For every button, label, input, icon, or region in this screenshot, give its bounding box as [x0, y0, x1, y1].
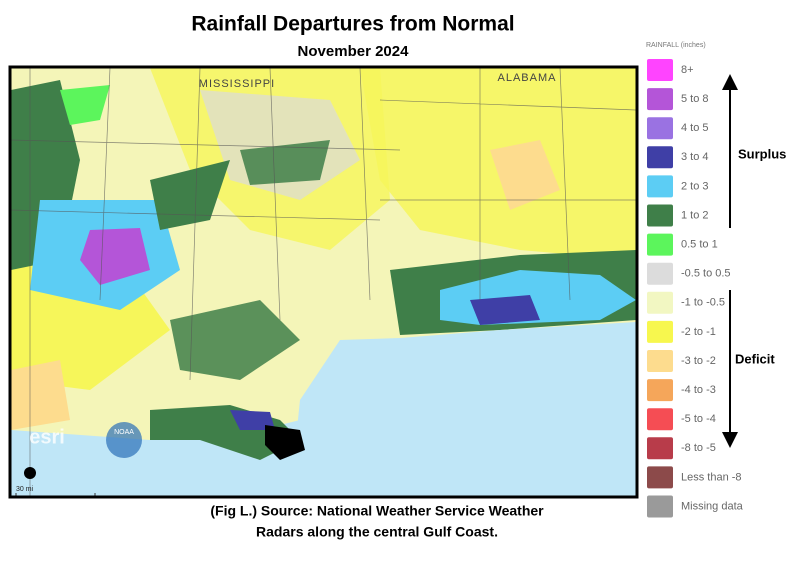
legend-swatch	[647, 350, 673, 372]
legend-swatch	[647, 466, 673, 489]
state-label: MISSISSIPPI	[199, 78, 275, 90]
legend-swatch	[647, 262, 673, 285]
caption: Radars along the central Gulf Coast.	[256, 524, 498, 540]
legend-swatch	[647, 233, 673, 256]
legend-label: 8+	[681, 64, 694, 76]
legend-label: 3 to 4	[681, 151, 709, 163]
map-frame	[8, 65, 639, 499]
map: MISSISSIPPI ALABAMA esri NOAA 30 mi	[11, 68, 636, 496]
info-icon	[24, 467, 36, 479]
legend-title: RAINFALL (inches)	[646, 42, 706, 49]
logo: NOAA	[114, 429, 134, 436]
legend-swatch	[647, 291, 673, 314]
legend-label: 5 to 8	[681, 93, 709, 105]
state-label: ALABAMA	[498, 72, 557, 84]
scale-label: 30 mi	[16, 486, 34, 493]
legend-swatch	[647, 88, 673, 111]
legend-label: -0.5 to 0.5	[681, 268, 731, 280]
legend-swatch	[647, 146, 673, 169]
legend-label: -8 to -5	[681, 442, 716, 454]
legend-label: 1 to 2	[681, 209, 709, 221]
legend-swatch	[647, 117, 673, 140]
legend-swatch	[647, 437, 673, 460]
deficit-label: Deficit	[735, 351, 775, 366]
legend-swatch	[647, 495, 673, 518]
caption: (Fig L.) Source: National Weather Servic…	[210, 503, 544, 519]
legend-label: -3 to -2	[681, 355, 716, 367]
legend-label: 0.5 to 1	[681, 239, 718, 251]
scale-bar	[15, 493, 96, 496]
legend-label: -4 to -3	[681, 384, 716, 396]
legend-swatch	[647, 408, 673, 431]
legend-label: 4 to 5	[681, 122, 709, 134]
legend-label: Missing data	[681, 500, 744, 512]
legend-swatch	[647, 175, 673, 198]
legend-label: -2 to -1	[681, 326, 716, 338]
legend-label: -1 to -0.5	[681, 297, 725, 309]
legend-swatch	[647, 379, 673, 402]
legend-label: 2 to 3	[681, 180, 709, 192]
legend-label: -5 to -4	[681, 413, 716, 425]
logo-circle	[106, 422, 142, 458]
legend-swatch	[647, 320, 673, 343]
surplus-label: Surplus	[738, 146, 786, 161]
legend: 8+ 5 to 8 4 to 5 3 to 4 2 to 3 1 to 2 0.5 to 1…	[647, 59, 744, 518]
title: Rainfall Departures from Normal	[191, 13, 514, 36]
legend-label: Less than -8	[681, 471, 742, 483]
logo: esri	[29, 426, 65, 448]
subtitle: November 2024	[298, 43, 410, 60]
legend-swatch	[647, 59, 673, 81]
legend-swatch	[647, 204, 673, 227]
